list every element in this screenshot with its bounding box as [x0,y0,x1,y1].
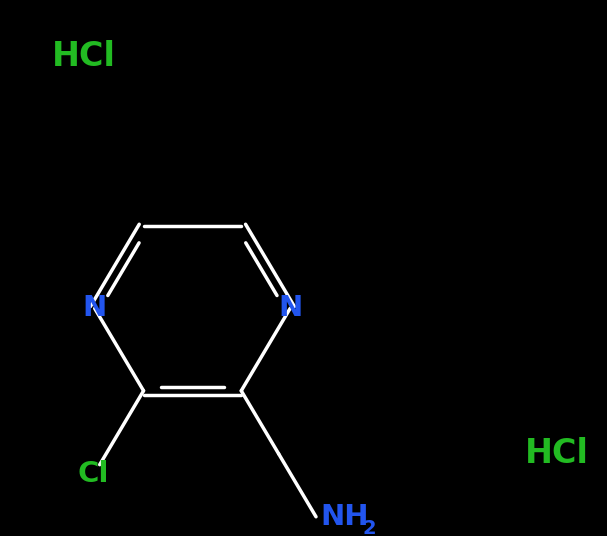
Text: N: N [83,294,107,323]
Text: NH: NH [321,503,370,531]
Text: HCl: HCl [526,437,589,471]
Text: N: N [278,294,302,323]
Text: Cl: Cl [78,460,109,488]
Text: 2: 2 [362,519,376,536]
Text: HCl: HCl [52,40,116,73]
